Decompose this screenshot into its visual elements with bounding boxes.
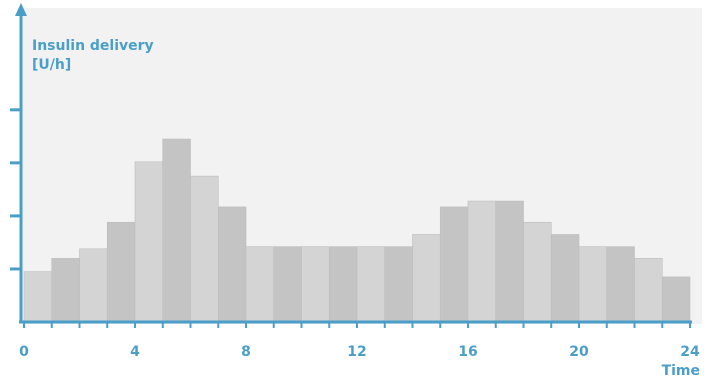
x-tick-label-4: 4 bbox=[130, 344, 140, 360]
bar-21 bbox=[606, 246, 635, 323]
bar-group bbox=[23, 138, 691, 323]
bar-11 bbox=[328, 246, 358, 323]
x-tick-label-16: 16 bbox=[458, 344, 477, 360]
x-tick-label-20: 20 bbox=[569, 344, 589, 360]
bar-8 bbox=[245, 246, 275, 323]
x-axis-label: Time bbox=[662, 363, 700, 376]
y-axis-arrow bbox=[15, 3, 27, 16]
bar-7 bbox=[217, 206, 247, 323]
bar-10 bbox=[301, 246, 330, 323]
bar-17 bbox=[495, 200, 524, 323]
bar-15 bbox=[439, 206, 469, 323]
bar-12 bbox=[356, 246, 386, 323]
bar-1 bbox=[51, 258, 80, 323]
bar-22 bbox=[634, 258, 663, 323]
bar-6 bbox=[190, 175, 219, 323]
x-tick-label-group: 0 4 8 12 16 20 24 bbox=[19, 344, 700, 360]
x-tick-label-0: 0 bbox=[19, 344, 29, 360]
bar-18 bbox=[523, 221, 552, 323]
y-axis-label-line-1: Insulin delivery bbox=[32, 38, 154, 54]
x-tick-label-24: 24 bbox=[680, 344, 700, 360]
y-tick-group bbox=[10, 108, 20, 271]
y-axis-label-line-2: [U/h] bbox=[32, 57, 71, 73]
bar-2 bbox=[79, 248, 108, 323]
bar-9 bbox=[273, 246, 302, 323]
bar-23 bbox=[661, 276, 691, 323]
bar-14 bbox=[412, 234, 441, 323]
bar-0 bbox=[23, 271, 53, 323]
bar-4 bbox=[134, 161, 164, 323]
bar-20 bbox=[578, 246, 608, 323]
x-tick-label-8: 8 bbox=[241, 344, 251, 360]
bar-3 bbox=[106, 221, 136, 323]
bar-13 bbox=[384, 246, 413, 323]
bar-5 bbox=[162, 138, 191, 323]
bar-16 bbox=[467, 200, 497, 323]
x-tick-label-12: 12 bbox=[347, 344, 366, 360]
bar-19 bbox=[550, 234, 580, 323]
